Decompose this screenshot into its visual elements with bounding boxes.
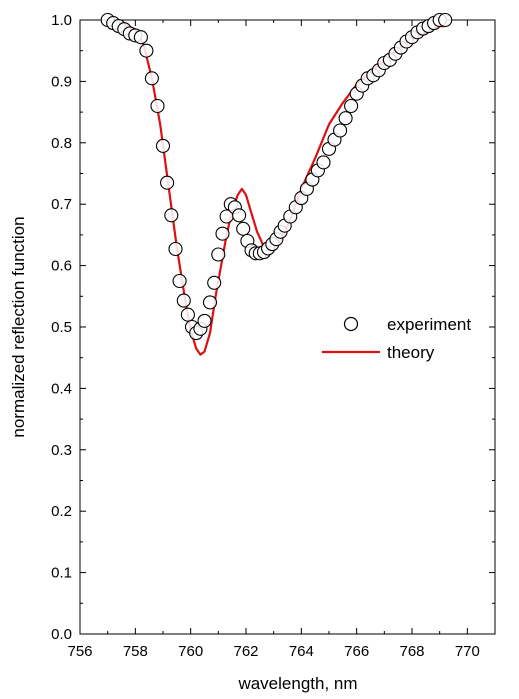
y-tick-label: 0.8 <box>51 135 72 152</box>
y-tick-label: 0.0 <box>51 626 72 643</box>
x-tick-label: 770 <box>455 643 480 660</box>
y-tick-label: 0.2 <box>51 503 72 520</box>
experiment-point <box>316 155 331 170</box>
y-axis-ticks: 0.0 0.1 0.2 0.3 0.4 0.5 0.6 0.7 0.8 0.9 1.0 <box>51 12 495 643</box>
x-tick-label: 764 <box>289 643 314 660</box>
series-theory <box>107 18 446 356</box>
experiment-point <box>207 275 222 290</box>
experiment-point <box>236 221 251 236</box>
experiment-point <box>160 175 175 190</box>
legend-label-experiment: experiment <box>387 315 471 334</box>
legend-marker-experiment <box>343 316 359 332</box>
experiment-point <box>215 226 230 241</box>
experiment-point <box>180 307 195 322</box>
y-tick-label: 0.5 <box>51 319 72 336</box>
experiment-point <box>333 123 348 138</box>
experiment-point <box>139 43 154 58</box>
experiment-point <box>164 208 179 223</box>
experiment-point <box>155 138 171 153</box>
experiment-point <box>338 111 353 126</box>
y-tick-label: 0.4 <box>51 380 72 397</box>
x-tick-label: 768 <box>399 643 424 660</box>
x-tick-label: 760 <box>178 643 203 660</box>
x-tick-label: 756 <box>67 643 92 660</box>
y-tick-label: 0.9 <box>51 73 72 90</box>
y-tick-label: 0.6 <box>51 258 72 275</box>
experiment-point <box>176 293 191 308</box>
experiment-point <box>438 12 453 28</box>
experiment-point <box>168 241 183 257</box>
experiment-point <box>211 247 226 262</box>
x-axis-ticks: 756 758 760 762 764 766 768 770 <box>67 20 480 660</box>
experiment-point <box>150 98 165 114</box>
y-tick-label: 1.0 <box>51 12 72 29</box>
y-tick-label: 0.7 <box>51 196 72 213</box>
y-tick-label: 0.3 <box>51 442 72 459</box>
experiment-point <box>232 208 247 223</box>
experiment-point <box>197 313 212 328</box>
x-axis-title: wavelength, nm <box>237 674 357 693</box>
x-tick-label: 758 <box>123 643 148 660</box>
experiment-point <box>202 295 218 310</box>
legend: experiment theory <box>322 315 471 362</box>
experiment-point <box>344 98 359 114</box>
y-axis-title: normalized reflection function <box>9 216 28 437</box>
legend-label-theory: theory <box>387 343 435 362</box>
experiment-point <box>133 30 148 45</box>
x-tick-label: 766 <box>344 643 369 660</box>
series-experiment <box>100 12 453 341</box>
experiment-point <box>172 273 187 289</box>
y-tick-label: 0.1 <box>51 565 72 582</box>
x-tick-label: 762 <box>233 643 258 660</box>
theory-line <box>107 18 446 356</box>
experiment-point <box>144 71 159 86</box>
